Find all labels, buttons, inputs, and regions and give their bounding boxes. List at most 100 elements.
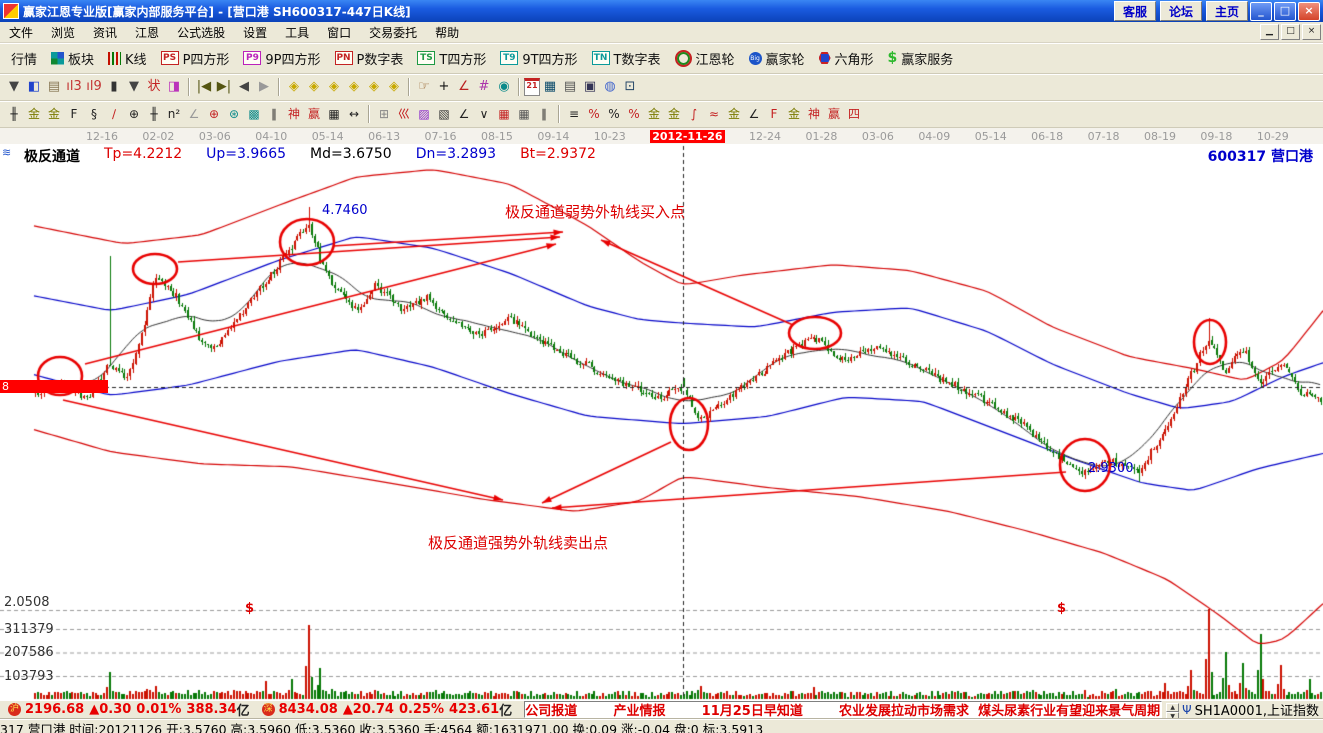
four-tool[interactable]: 四 <box>847 107 860 121</box>
diamond-x-icon[interactable]: ◈ <box>349 79 359 94</box>
hexagon-button[interactable]: 六角形 <box>812 47 881 70</box>
kline-button[interactable]: K线 <box>101 47 154 70</box>
service-button[interactable]: 客服 <box>1113 1 1156 21</box>
t-table-button[interactable]: TN T数字表 <box>585 47 668 70</box>
ying-line-tool[interactable]: 赢 <box>827 107 840 121</box>
target-tool[interactable]: ⊕ <box>208 107 220 121</box>
trend-angle-tool[interactable]: ∠ <box>458 107 470 121</box>
percent-line-tool[interactable]: % <box>628 107 640 121</box>
menu-item-7[interactable]: 窗口 <box>327 25 352 40</box>
menu-item-3[interactable]: 江恩 <box>135 25 160 40</box>
diamond-plus-icon[interactable]: ◈ <box>369 79 379 94</box>
web-sync-icon[interactable]: ◍ <box>604 79 616 94</box>
diamond-left-icon[interactable]: ◈ <box>289 79 299 94</box>
levels-tool[interactable]: ≡ <box>568 107 580 121</box>
diamond-h-icon[interactable]: ◈ <box>329 79 339 94</box>
menu-item-1[interactable]: 浏览 <box>51 25 76 40</box>
news-scroll-spinner[interactable]: ▲ ▼ <box>1166 702 1180 721</box>
angle-measure-icon[interactable]: ∠ <box>458 79 470 94</box>
next-icon[interactable]: ▶ <box>259 79 269 94</box>
hand-icon[interactable]: ☞ <box>418 79 430 94</box>
h-measure-tool[interactable]: ↔ <box>348 107 360 121</box>
child-restore-button[interactable]: □ <box>1281 24 1300 40</box>
menu-item-5[interactable]: 设置 <box>243 25 268 40</box>
notepad-icon[interactable]: ▤ <box>563 79 577 94</box>
shen-tool[interactable]: 神 <box>287 107 300 121</box>
view-dropdown-caret[interactable]: ▼ <box>9 79 19 94</box>
gold-grid-tool[interactable]: 金 <box>27 107 40 121</box>
t-square-button[interactable]: TS T四方形 <box>410 47 493 70</box>
menu-item-2[interactable]: 资讯 <box>93 25 118 40</box>
dark-grid-tool[interactable]: ▧ <box>438 107 450 121</box>
wave-count-tool[interactable]: ∥ <box>271 107 277 121</box>
p-square-button[interactable]: PS P四方形 <box>154 47 237 70</box>
menu-item-8[interactable]: 交易委托 <box>369 25 418 40</box>
restore-button[interactable]: □ <box>1274 1 1296 21</box>
child-minimize-button[interactable]: ▁ <box>1260 24 1279 40</box>
sh-index-value[interactable]: 2196.68 <box>25 702 85 717</box>
gray-grid-tool[interactable]: ▦ <box>518 107 530 121</box>
calendar-icon[interactable]: 21 <box>524 78 540 96</box>
ruler-tool[interactable]: ╫ <box>150 107 158 121</box>
shen-line-tool[interactable]: 神 <box>807 107 820 121</box>
report-icon[interactable]: ▤ <box>47 79 61 94</box>
gold-fan-tool[interactable]: 金 <box>787 107 800 121</box>
wave-tool[interactable]: ≈ <box>708 107 720 121</box>
gann-tool-icon[interactable]: # <box>478 79 490 94</box>
pencil-tool[interactable]: ∕ <box>111 107 117 121</box>
wave-tool-icon[interactable]: ◉ <box>498 79 510 94</box>
home-button[interactable]: 主页 <box>1205 1 1248 21</box>
j-angle-tool[interactable]: ∠ <box>748 107 760 121</box>
menu-item-9[interactable]: 帮助 <box>435 25 460 40</box>
percent-tool[interactable]: % <box>608 107 620 121</box>
news-ticker[interactable]: 公司报道 产业情报 11月25日早知道 农业发展拉动市场需求 煤头尿素行业有望迎… <box>524 701 1163 718</box>
quotes-button[interactable]: 行情 <box>4 47 44 70</box>
menu-item-6[interactable]: 工具 <box>285 25 310 40</box>
save-icon[interactable]: ▣ <box>583 79 597 94</box>
red-grid-tool[interactable]: ▦ <box>498 107 510 121</box>
sz-index-value[interactable]: 8434.08 <box>278 702 338 717</box>
minimize-button[interactable]: _ <box>1250 1 1272 21</box>
box-select-tool[interactable]: ⊞ <box>378 107 390 121</box>
circle-cycle-tool[interactable]: ⊕ <box>128 107 140 121</box>
sectors-button[interactable]: 板块 <box>44 47 101 70</box>
news-ticker-text[interactable]: 公司报道 产业情报 11月25日早知道 农业发展拉动市场需求 煤头尿素行业有望迎… <box>525 704 1161 718</box>
chart-9-icon[interactable]: ıl9 <box>86 79 102 94</box>
percent-red-tool[interactable]: % <box>588 107 600 121</box>
parallel-tool[interactable]: ∥ <box>541 107 547 121</box>
diamond-grid-icon[interactable]: ◈ <box>389 79 399 94</box>
arc-tool[interactable]: ∨ <box>479 107 489 121</box>
prev-icon[interactable]: ◀ <box>239 79 249 94</box>
color-volume-icon[interactable]: ◨ <box>167 79 181 94</box>
zhuang-icon[interactable]: 状 <box>147 79 161 94</box>
main-window-icon[interactable]: ◧ <box>27 79 41 94</box>
crosshair-icon[interactable]: + <box>438 79 450 94</box>
close-button[interactable]: × <box>1298 1 1320 21</box>
star-tool[interactable]: ⊛ <box>228 107 240 121</box>
winner-service-button[interactable]: $ 赢家服务 <box>881 47 961 70</box>
chart-3-icon[interactable]: ıl3 <box>66 79 82 94</box>
calculator-icon[interactable]: ▦ <box>543 79 557 94</box>
fan-lines-tool[interactable]: 巛 <box>397 107 410 121</box>
f-angle-tool[interactable]: F <box>770 107 778 121</box>
winner-wheel-button[interactable]: Big 赢家轮 <box>742 47 812 70</box>
p-table-button[interactable]: PN P数字表 <box>328 47 411 70</box>
p9-square-button[interactable]: P9 9P四方形 <box>236 47 327 70</box>
gold-grid2-tool[interactable]: 金 <box>47 107 60 121</box>
gold-circle-tool[interactable]: 金 <box>647 107 660 121</box>
first-page-icon[interactable]: |◀ <box>196 79 212 94</box>
scroll-up-icon[interactable]: ▲ <box>1166 702 1180 712</box>
gold-line-tool[interactable]: 金 <box>667 107 680 121</box>
candle-period-icon[interactable]: ▮ <box>110 79 118 94</box>
gold-angle-tool[interactable]: 金 <box>727 107 740 121</box>
ying-tool[interactable]: 赢 <box>307 107 320 121</box>
number-grid-tool[interactable]: ▦ <box>328 107 340 121</box>
t9-square-button[interactable]: T9 9T四方形 <box>493 47 584 70</box>
forum-button[interactable]: 论坛 <box>1159 1 1202 21</box>
gann-grid-tool[interactable]: ╫ <box>10 107 18 121</box>
fibonacci-tool[interactable]: F <box>70 107 78 121</box>
brush-tool[interactable]: ∫ <box>690 107 698 121</box>
menu-item-4[interactable]: 公式选股 <box>177 25 226 40</box>
last-page-icon[interactable]: ▶| <box>216 79 232 94</box>
angle-tool[interactable]: ∠ <box>188 107 200 121</box>
